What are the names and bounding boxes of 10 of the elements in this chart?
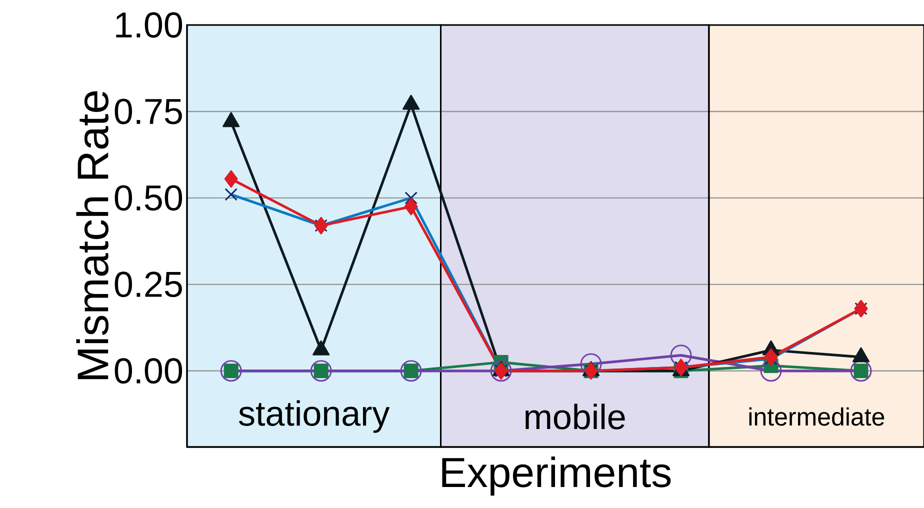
x-axis-title: Experiments bbox=[442, 456, 671, 496]
y-tick-label: 1.00 bbox=[116, 12, 182, 38]
annotation: mobile bbox=[526, 404, 625, 430]
y-tick-label: 0.50 bbox=[114, 185, 182, 211]
annotation: stationary bbox=[238, 400, 390, 433]
y-axis-title: Mismatch Rate bbox=[76, 91, 109, 380]
y-tick-label: 0.25 bbox=[114, 272, 182, 298]
y-tick-label: 0.00 bbox=[114, 358, 182, 384]
annotation: intermediate bbox=[749, 407, 884, 426]
y-tick-label: 0.75 bbox=[114, 98, 182, 124]
